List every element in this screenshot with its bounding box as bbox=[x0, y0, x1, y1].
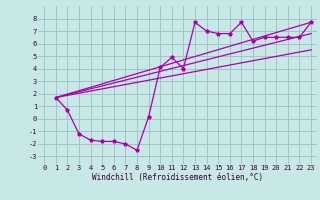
X-axis label: Windchill (Refroidissement éolien,°C): Windchill (Refroidissement éolien,°C) bbox=[92, 173, 263, 182]
